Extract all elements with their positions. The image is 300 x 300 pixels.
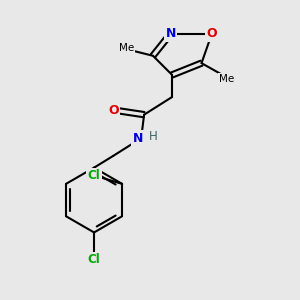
Text: Cl: Cl xyxy=(88,253,100,266)
Text: O: O xyxy=(108,104,119,117)
Text: Me: Me xyxy=(119,44,134,53)
Text: O: O xyxy=(206,27,217,40)
Text: Cl: Cl xyxy=(88,169,100,182)
Text: Me: Me xyxy=(219,74,234,84)
Text: H: H xyxy=(149,130,158,143)
Text: N: N xyxy=(165,27,176,40)
Text: N: N xyxy=(132,132,143,145)
